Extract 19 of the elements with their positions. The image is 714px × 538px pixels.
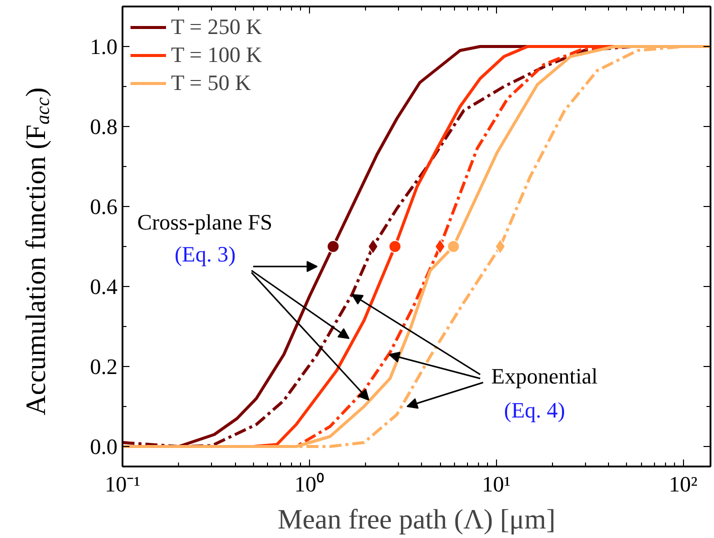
x-tick-label: 10⁻¹ xyxy=(104,472,140,496)
annotation: Cross-plane FS xyxy=(137,210,272,234)
legend-label: T = 50 K xyxy=(171,70,251,96)
x-tick-label: 10¹ xyxy=(482,472,511,496)
x-axis-title: Mean free path (Λ) [μm] xyxy=(278,504,556,536)
y-tick-label: 0.4 xyxy=(90,274,118,299)
legend-label: T = 250 K xyxy=(171,14,262,40)
legend-label: T = 100 K xyxy=(171,42,262,68)
x-tick-label: 10² xyxy=(668,472,698,496)
y-tick-label: 1.0 xyxy=(90,34,118,59)
annotation: Exponential xyxy=(491,364,598,388)
y-tick-label: 0.6 xyxy=(90,194,118,219)
y-tick-label: 0.8 xyxy=(90,114,118,139)
y-tick-label: 0.0 xyxy=(90,434,118,459)
annotation: (Eq. 4) xyxy=(504,398,566,422)
x-tick-label: 10⁰ xyxy=(294,472,324,496)
y-axis-title: Accumulation function (Facc) xyxy=(21,87,54,416)
y-tick-label: 0.2 xyxy=(90,354,118,379)
annotation: (Eq. 3) xyxy=(174,242,236,266)
